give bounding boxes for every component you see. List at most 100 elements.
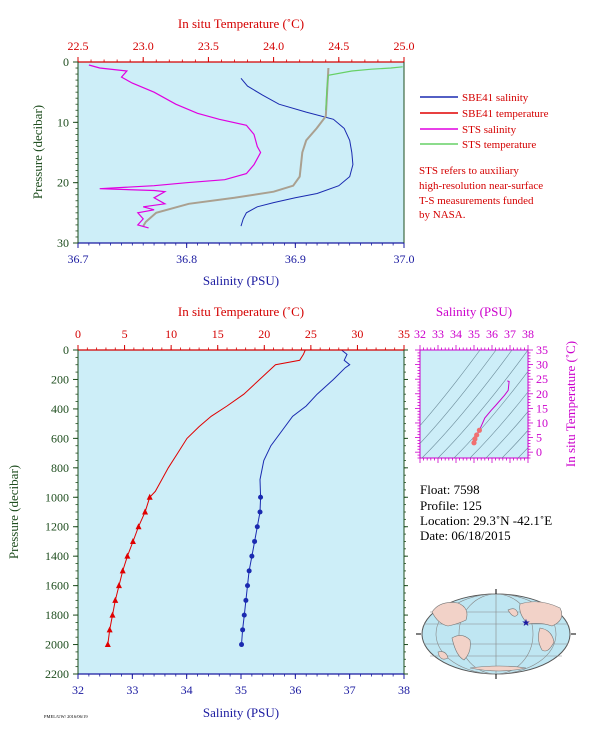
density-contour	[469, 391, 528, 458]
bottom-sal-tick-label: 36	[289, 683, 301, 697]
ts-point	[476, 427, 482, 433]
salinity-marker	[249, 553, 255, 559]
float-position-star: ★	[522, 618, 531, 629]
top-pres-tick-label: 20	[57, 176, 69, 190]
date: Date: 06/18/2015	[420, 528, 511, 543]
note-line-4: by NASA.	[419, 209, 466, 221]
ts-temp-tick-label: 35	[536, 343, 548, 357]
series-sts-temperature	[325, 66, 403, 111]
bottom-pres-tick-label: 2000	[45, 638, 69, 652]
bottom-pres-tick-label: 1600	[45, 579, 69, 593]
top-temp-tick-label: 22.5	[68, 39, 89, 53]
top-temp-tick-label: 23.5	[198, 39, 219, 53]
density-contour	[453, 370, 528, 458]
top-sal-tick-label: 36.9	[285, 252, 306, 266]
bottom-profile-chart: In situ Temperature (˚C) Salinity (PSU) …	[6, 304, 410, 720]
bottom-sal-tick-label: 38	[398, 683, 410, 697]
bottom-pres-tick-label: 800	[51, 461, 69, 475]
bottom-sal-tick-label: 35	[235, 683, 247, 697]
bottom-sal-tick-label: 33	[126, 683, 138, 697]
ts-point	[472, 436, 478, 442]
ts-temp-tick-label: 0	[536, 445, 542, 459]
float-id: Float: 7598	[420, 482, 480, 497]
location: Location: 29.3˚N -42.1˚E	[420, 513, 552, 528]
temperature-marker	[142, 508, 149, 515]
ts-diagram: Salinity (PSU) In situ Temperature (˚C) …	[414, 304, 578, 467]
legend-label-sbe41-temperature: SBE41 temperature	[462, 108, 549, 120]
temperature-marker	[146, 493, 153, 500]
top-sal-tick-label: 36.7	[68, 252, 89, 266]
salinity-marker	[245, 583, 251, 589]
bottom-sal-tick-label: 32	[72, 683, 84, 697]
bottom-temp-tick-label: 30	[351, 327, 363, 341]
ts-sal-tick-label: 34	[450, 327, 462, 341]
top-temp-tick-label: 23.0	[133, 39, 154, 53]
temperature-marker	[129, 537, 136, 544]
bottom-pres-tick-label: 1400	[45, 549, 69, 563]
bottom-temp-tick-label: 35	[398, 327, 410, 341]
footer-credit: PMEL/UW/ 2016/06/19	[44, 714, 88, 719]
ts-sal-axis-label: Salinity (PSU)	[436, 304, 512, 319]
bottom-pres-tick-label: 600	[51, 431, 69, 445]
ts-sal-tick-label: 33	[432, 327, 444, 341]
bottom-pres-tick-label: 1200	[45, 520, 69, 534]
bottom-temp-tick-label: 15	[212, 327, 224, 341]
ts-temp-tick-label: 25	[536, 372, 548, 386]
bottom-sal-tick-label: 37	[344, 683, 356, 697]
top-plot-area	[78, 62, 404, 243]
temperature-marker	[115, 582, 122, 589]
ts-temp-tick-label: 5	[536, 431, 542, 445]
note-line-2: high-resolution near-surface	[419, 180, 543, 192]
top-temp-tick-label: 24.0	[263, 39, 284, 53]
density-contour	[517, 447, 528, 458]
ts-temp-tick-label: 20	[536, 387, 548, 401]
profile-number: Profile: 125	[420, 498, 482, 513]
bottom-pres-tick-label: 400	[51, 402, 69, 416]
bottom-sal-axis-label: Salinity (PSU)	[203, 705, 279, 720]
temperature-marker	[112, 596, 119, 603]
ts-temp-tick-label: 30	[536, 358, 548, 372]
series-sbe41-temperature	[142, 67, 330, 227]
ts-sal-tick-label: 38	[522, 327, 534, 341]
ts-sal-tick-label: 36	[486, 327, 498, 341]
top-temp-axis-label: In situ Temperature (˚C)	[178, 16, 304, 31]
salinity-marker	[241, 612, 247, 618]
salinity-marker	[258, 494, 264, 500]
top-pres-tick-label: 0	[63, 55, 69, 69]
ts-temp-tick-label: 15	[536, 401, 548, 415]
salinity-marker	[257, 509, 263, 515]
legend-label-sts-salinity: STS salinity	[462, 124, 517, 136]
top-sal-tick-label: 37.0	[394, 252, 415, 266]
ts-temp-axis-label: In situ Temperature (˚C)	[563, 341, 578, 467]
top-sal-axis-label: Salinity (PSU)	[203, 273, 279, 288]
top-legend: SBE41 salinity SBE41 temperature STS sal…	[420, 92, 549, 151]
legend-label-sts-temperature: STS temperature	[462, 139, 536, 151]
bottom-temp-tick-label: 5	[122, 327, 128, 341]
bottom-pres-tick-label: 2200	[45, 667, 69, 681]
legend-label-sbe41-salinity: SBE41 salinity	[462, 92, 529, 104]
density-contour	[420, 350, 497, 444]
series-sts-salinity	[88, 64, 262, 229]
bottom-temp-tick-label: 10	[165, 327, 177, 341]
density-contour	[437, 350, 528, 458]
salinity-marker	[240, 627, 246, 633]
bottom-pres-tick-label: 1800	[45, 608, 69, 622]
temperature-marker	[109, 611, 116, 618]
density-contour	[501, 429, 528, 458]
temperature-marker	[119, 567, 126, 574]
bottom-sal-tick-label: 34	[181, 683, 193, 697]
top-pres-tick-label: 10	[57, 115, 69, 129]
top-temp-tick-label: 25.0	[394, 39, 415, 53]
ts-temp-tick-label: 10	[536, 416, 548, 430]
top-note: STS refers to auxiliary high-resolution …	[419, 165, 543, 221]
bottom-pres-tick-label: 1000	[45, 490, 69, 504]
bottom-plot-area	[78, 350, 404, 674]
salinity-marker	[246, 568, 252, 574]
bottom-pres-tick-label: 200	[51, 372, 69, 386]
series-sbe41-salinity	[240, 77, 354, 227]
world-map: ★	[416, 589, 576, 679]
top-sal-tick-label: 36.8	[176, 252, 197, 266]
top-profile-chart: In situ Temperature (˚C) Salinity (PSU) …	[30, 16, 549, 288]
note-line-3: T-S measurements funded	[419, 195, 534, 207]
